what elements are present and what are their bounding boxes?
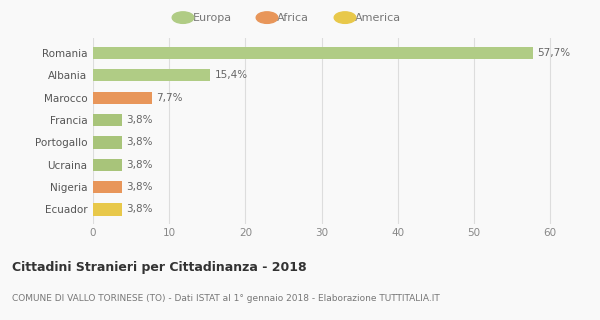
Text: 57,7%: 57,7%: [537, 48, 571, 58]
Text: 15,4%: 15,4%: [215, 70, 248, 80]
Bar: [93, 92, 152, 104]
Bar: [93, 136, 122, 148]
Text: Africa: Africa: [277, 12, 309, 23]
Text: 3,8%: 3,8%: [127, 137, 153, 148]
Text: 3,8%: 3,8%: [127, 182, 153, 192]
Text: Cittadini Stranieri per Cittadinanza - 2018: Cittadini Stranieri per Cittadinanza - 2…: [12, 261, 307, 274]
Text: COMUNE DI VALLO TORINESE (TO) - Dati ISTAT al 1° gennaio 2018 - Elaborazione TUT: COMUNE DI VALLO TORINESE (TO) - Dati IST…: [12, 294, 440, 303]
Text: 3,8%: 3,8%: [127, 115, 153, 125]
Bar: [93, 69, 211, 82]
Text: 3,8%: 3,8%: [127, 160, 153, 170]
Text: Europa: Europa: [193, 12, 232, 23]
Bar: [93, 159, 122, 171]
Bar: [93, 181, 122, 193]
Text: 3,8%: 3,8%: [127, 204, 153, 214]
Text: 7,7%: 7,7%: [156, 93, 183, 103]
Bar: [93, 47, 533, 59]
Text: America: America: [355, 12, 401, 23]
Bar: [93, 203, 122, 216]
Bar: [93, 114, 122, 126]
